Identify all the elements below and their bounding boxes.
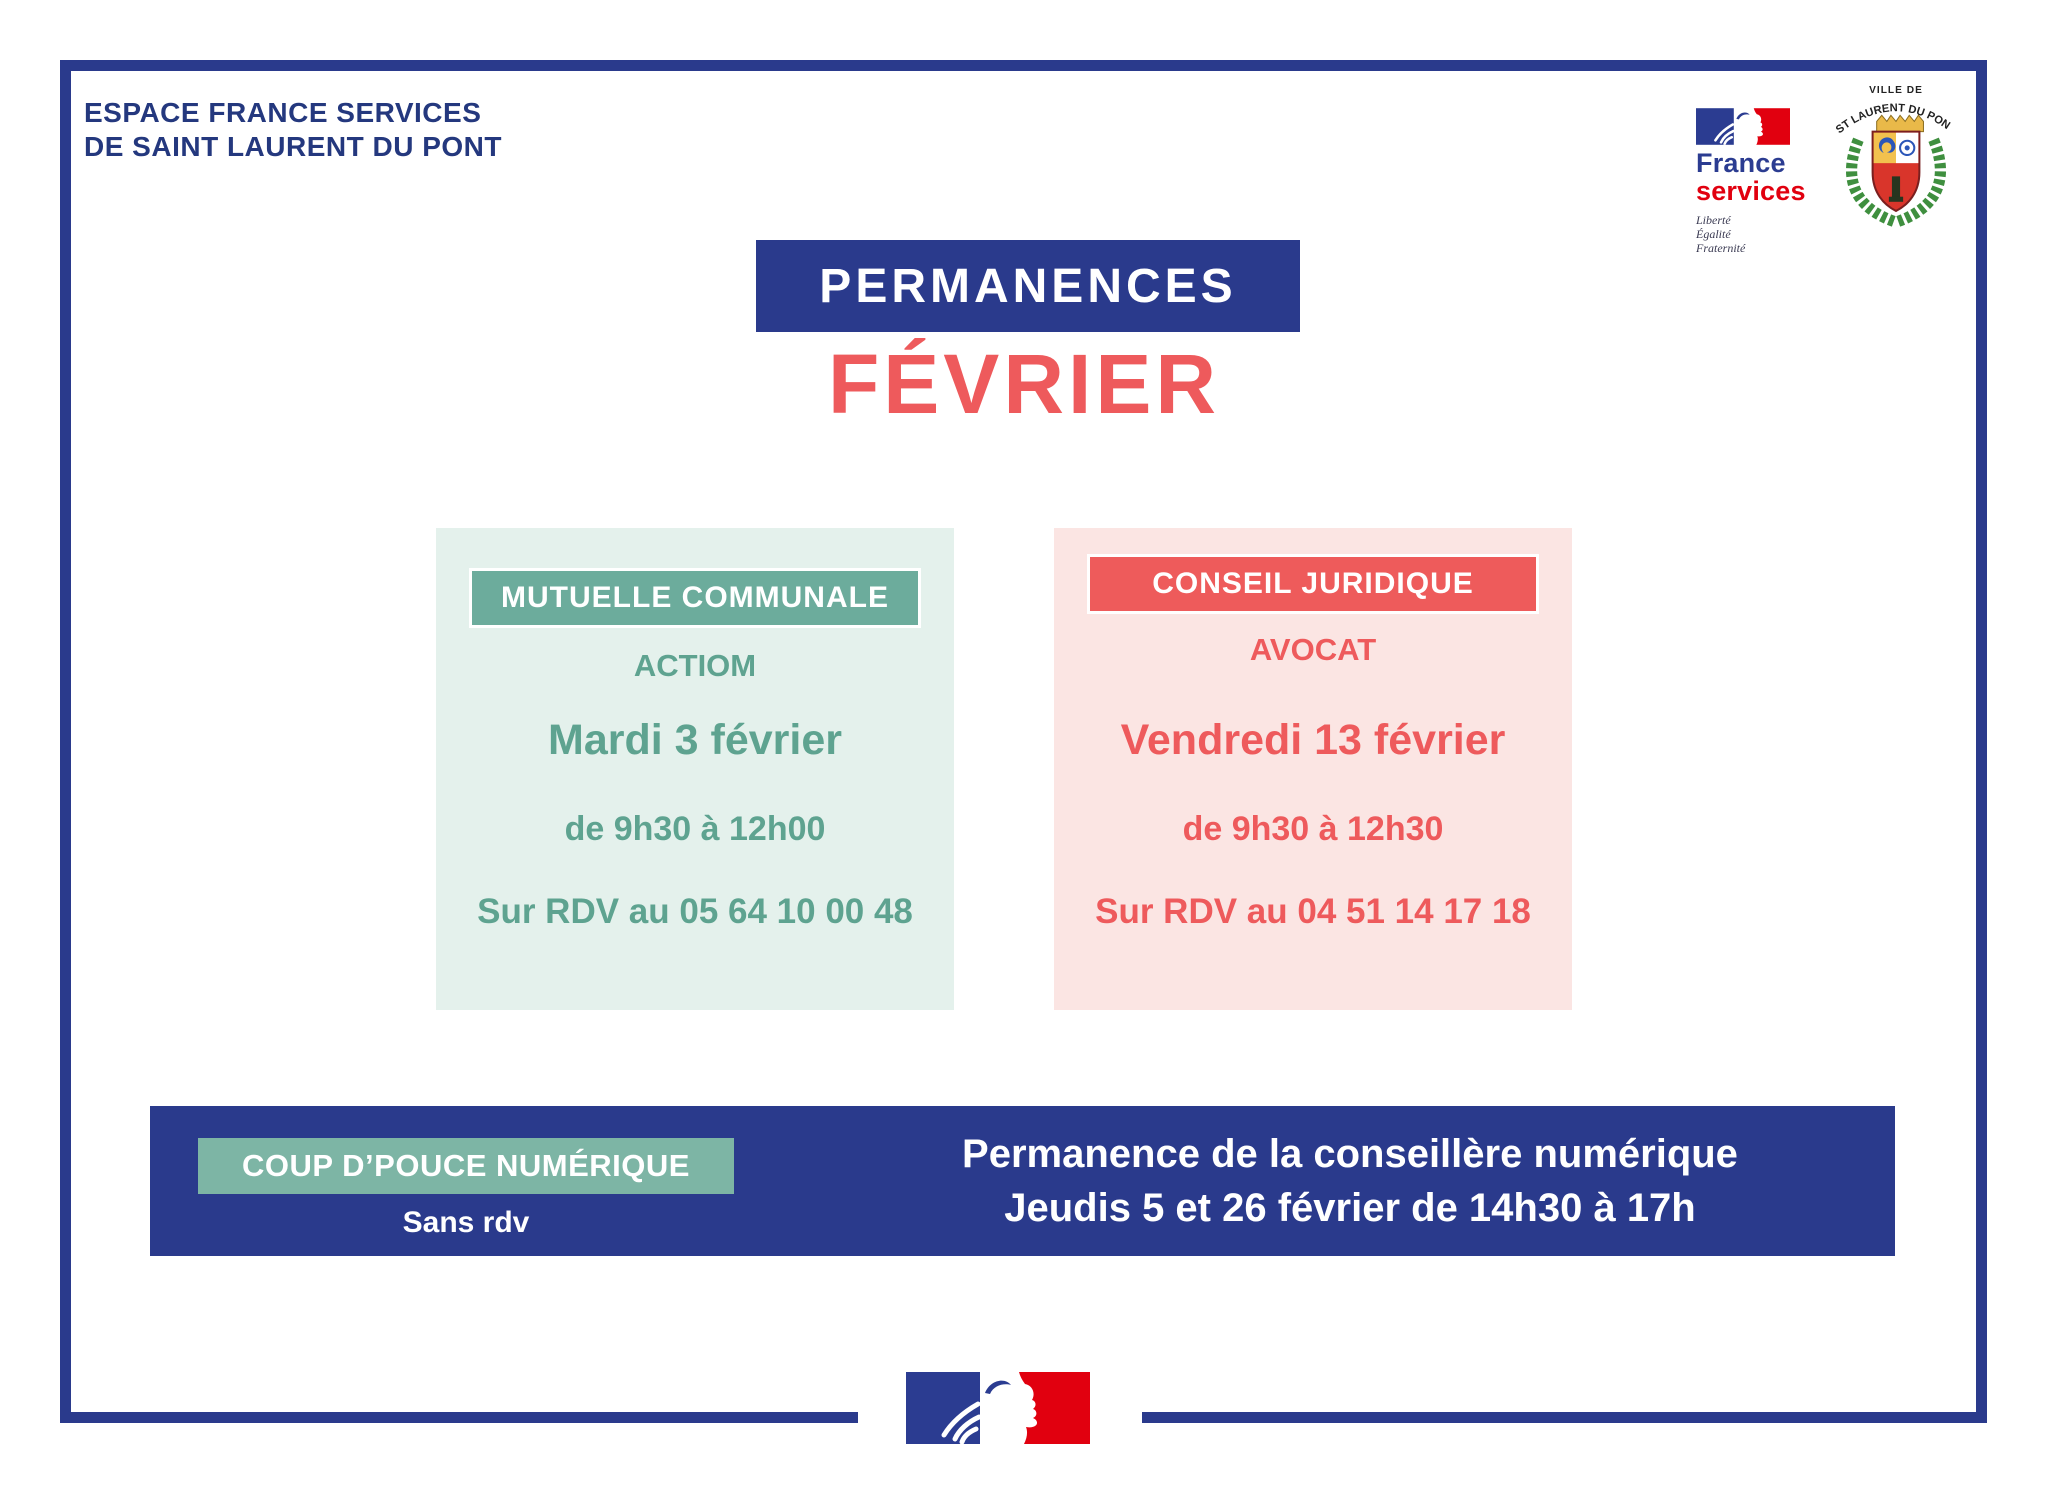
card-juridique-header: CONSEIL JURIDIQUE	[1087, 554, 1539, 614]
crest-shield	[1871, 130, 1921, 213]
page-title-line1: ESPACE FRANCE SERVICES	[84, 97, 482, 128]
schedule-line2: Jeudis 5 et 26 février de 14h30 à 17h	[1004, 1186, 1696, 1230]
card-juridique-time: de 9h30 à 12h30	[1182, 810, 1444, 848]
card-mutuelle-subheader: ACTIOM	[633, 648, 757, 683]
marianne-flag-icon	[1696, 108, 1790, 145]
permanences-banner-label: PERMANENCES	[819, 259, 1237, 313]
page-title: ESPACE FRANCE SERVICES DE SAINT LAURENT …	[84, 96, 502, 164]
card-conseil-juridique: CONSEIL JURIDIQUE AVOCAT Vendredi 13 fév…	[1054, 528, 1572, 1010]
card-juridique-rdv-phone: Sur RDV au 04 51 14 17 18	[1095, 892, 1531, 931]
permanences-banner: PERMANENCES	[756, 240, 1300, 332]
france-services-logo: France services Liberté Égalité Fraterni…	[1696, 108, 1816, 255]
coup-de-pouce-badge: COUP D’POUCE NUMÉRIQUE	[198, 1138, 734, 1194]
card-mutuelle-communale: MUTUELLE COMMUNALE ACTIOM Mardi 3 févrie…	[436, 528, 954, 1010]
frame-bottom-gap	[858, 1405, 1142, 1435]
coup-de-pouce-banner: COUP D’POUCE NUMÉRIQUE Sans rdv Permanen…	[150, 1106, 1895, 1256]
crest-crown	[1876, 114, 1924, 133]
sans-rdv-note: Sans rdv	[402, 1206, 530, 1239]
crest-text-line1: VILLE DE	[1869, 85, 1923, 96]
card-mutuelle-date: Mardi 3 février	[548, 716, 842, 764]
city-coat-of-arms: VILLE DE ST LAURENT DU PONT	[1836, 76, 1952, 228]
card-juridique-date: Vendredi 13 février	[1120, 716, 1506, 764]
card-mutuelle-header: MUTUELLE COMMUNALE	[469, 568, 921, 628]
month-title: FÉVRIER	[827, 337, 1221, 431]
laurel-wreath-right	[1894, 137, 1946, 228]
card-mutuelle-time: de 9h30 à 12h00	[564, 810, 826, 848]
schedule-line1: Permanence de la conseillère numérique	[962, 1132, 1738, 1176]
page-title-line2: DE SAINT LAURENT DU PONT	[84, 131, 502, 162]
marianne-government-logo	[906, 1372, 1090, 1444]
republic-motto: Liberté Égalité Fraternité	[1696, 213, 1746, 255]
france-services-wordmark-line2: services	[1696, 176, 1806, 206]
france-services-wordmark-line1: France	[1696, 148, 1786, 178]
card-juridique-subheader: AVOCAT	[1249, 632, 1377, 667]
conseillere-numerique-schedule: Permanence de la conseillère numérique J…	[850, 1106, 1850, 1256]
laurel-wreath-left	[1846, 137, 1898, 228]
card-mutuelle-rdv-phone: Sur RDV au 05 64 10 00 48	[477, 892, 913, 931]
